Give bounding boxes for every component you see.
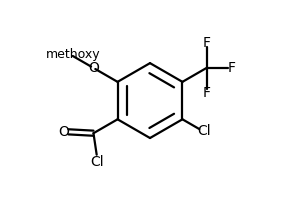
- Text: O: O: [58, 125, 69, 139]
- Text: F: F: [202, 86, 211, 100]
- Text: Cl: Cl: [90, 155, 104, 169]
- Text: O: O: [88, 61, 99, 75]
- Text: F: F: [202, 36, 211, 50]
- Text: methoxy: methoxy: [45, 48, 100, 61]
- Text: Cl: Cl: [197, 124, 211, 138]
- Text: F: F: [228, 61, 236, 75]
